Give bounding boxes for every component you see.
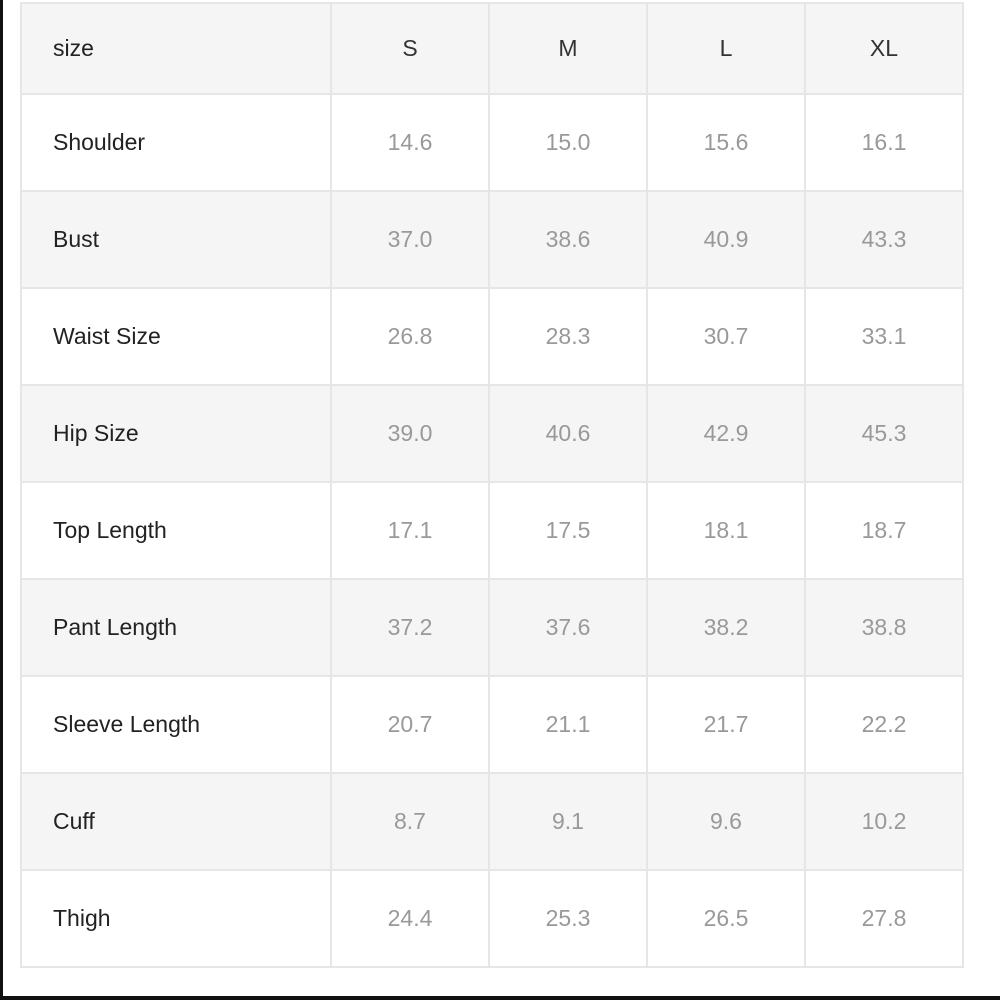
table-row: Bust 37.0 38.6 40.9 43.3 [20,190,964,289]
row-label: Sleeve Length [20,675,332,774]
row-label: Pant Length [20,578,332,677]
measurement-cell: 21.1 [488,675,648,774]
measurement-cell: 38.8 [804,578,964,677]
header-row: size S M L XL [20,2,964,95]
table-row: Pant Length 37.2 37.6 38.2 38.8 [20,578,964,677]
row-label: Thigh [20,869,332,968]
measurement-cell: 37.2 [330,578,490,677]
table-row: Top Length 17.1 17.5 18.1 18.7 [20,481,964,580]
measurement-cell: 9.6 [646,772,806,871]
measurement-cell: 15.0 [488,93,648,192]
column-header-s: S [330,2,490,95]
size-chart-table: size S M L XL Shoulder 14.6 15.0 15.6 16.1 Bust 37… [20,2,964,968]
measurement-cell: 45.3 [804,384,964,483]
measurement-cell: 21.7 [646,675,806,774]
row-label: Shoulder [20,93,332,192]
table-row: Sleeve Length 20.7 21.1 21.7 22.2 [20,675,964,774]
left-border [0,0,3,1000]
measurement-cell: 18.1 [646,481,806,580]
bottom-border [0,996,1000,1000]
measurement-cell: 27.8 [804,869,964,968]
row-label: Cuff [20,772,332,871]
table-row: Hip Size 39.0 40.6 42.9 45.3 [20,384,964,483]
measurement-cell: 37.6 [488,578,648,677]
measurement-cell: 42.9 [646,384,806,483]
measurement-cell: 38.6 [488,190,648,289]
measurement-cell: 18.7 [804,481,964,580]
measurement-cell: 26.8 [330,287,490,386]
measurement-cell: 40.9 [646,190,806,289]
measurement-cell: 17.5 [488,481,648,580]
column-header-xl: XL [804,2,964,95]
measurement-cell: 22.2 [804,675,964,774]
row-label: Top Length [20,481,332,580]
column-header-size: size [20,2,332,95]
measurement-cell: 8.7 [330,772,490,871]
measurement-cell: 28.3 [488,287,648,386]
measurement-cell: 20.7 [330,675,490,774]
row-label: Waist Size [20,287,332,386]
table-row: Waist Size 26.8 28.3 30.7 33.1 [20,287,964,386]
measurement-cell: 9.1 [488,772,648,871]
column-header-m: M [488,2,648,95]
row-label: Bust [20,190,332,289]
measurement-cell: 43.3 [804,190,964,289]
measurement-cell: 33.1 [804,287,964,386]
measurement-cell: 14.6 [330,93,490,192]
measurement-cell: 24.4 [330,869,490,968]
measurement-cell: 30.7 [646,287,806,386]
column-header-l: L [646,2,806,95]
measurement-cell: 38.2 [646,578,806,677]
measurement-cell: 39.0 [330,384,490,483]
measurement-cell: 26.5 [646,869,806,968]
measurement-cell: 10.2 [804,772,964,871]
measurement-cell: 15.6 [646,93,806,192]
measurement-cell: 37.0 [330,190,490,289]
measurement-cell: 17.1 [330,481,490,580]
table-row: Shoulder 14.6 15.0 15.6 16.1 [20,93,964,192]
row-label: Hip Size [20,384,332,483]
table-row: Thigh 24.4 25.3 26.5 27.8 [20,869,964,968]
measurement-cell: 40.6 [488,384,648,483]
measurement-cell: 16.1 [804,93,964,192]
measurement-cell: 25.3 [488,869,648,968]
table-row: Cuff 8.7 9.1 9.6 10.2 [20,772,964,871]
